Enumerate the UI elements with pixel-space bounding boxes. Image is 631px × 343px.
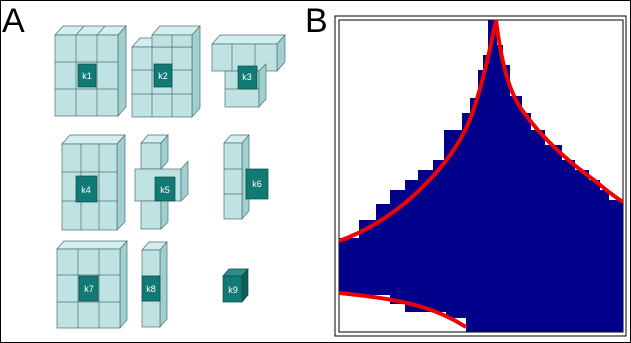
kernel-k9-label: k9 [228,285,238,295]
kernel-k9-center-cube [222,275,243,303]
kernel-k4-center-cube [75,175,98,203]
curve-right-upper [494,19,625,204]
kernel-k1-cubes [54,25,127,117]
kernel-k3: k3 [211,34,286,108]
kernel-k5: k5 [134,134,189,230]
histogram-bars [339,20,623,332]
kernel-k4-label: k4 [81,185,91,195]
kernel-k8-label: k8 [146,284,156,294]
kernel-k5-center-cube [154,176,176,202]
kernel-k2-center-cube [153,63,173,88]
kernel-k6: k6 [223,134,269,220]
kernel-k1-center-cube [77,63,97,88]
kernel-k3-center-cube [237,65,258,90]
kernel-k9: k9 [222,268,249,303]
kernel-k4: k4 [61,134,126,231]
kernel-k7: k7 [56,240,128,329]
kernel-k7-center-cube [78,275,99,302]
kernel-k1-label: k1 [82,71,92,81]
kernel-k6-center-cube [245,168,269,200]
kernel-k7-label: k7 [84,284,94,294]
panel-a-label: A [2,2,25,40]
panel-b-label: B [305,2,328,40]
kernel-k6-label: k6 [252,179,262,189]
kernel-k1: k1 [54,25,127,117]
kernel-k8-center-cube [141,275,161,302]
kernel-k5-label: k5 [160,185,170,195]
kernel-k4-cubes [61,134,126,231]
curve-left-upper [338,19,498,243]
kernel-k2-label: k2 [158,71,168,81]
kernel-k8: k8 [141,241,168,328]
curve-lower [338,291,468,329]
kernel-k2: k2 [131,25,201,118]
kernel-k3-label: k3 [242,72,252,82]
